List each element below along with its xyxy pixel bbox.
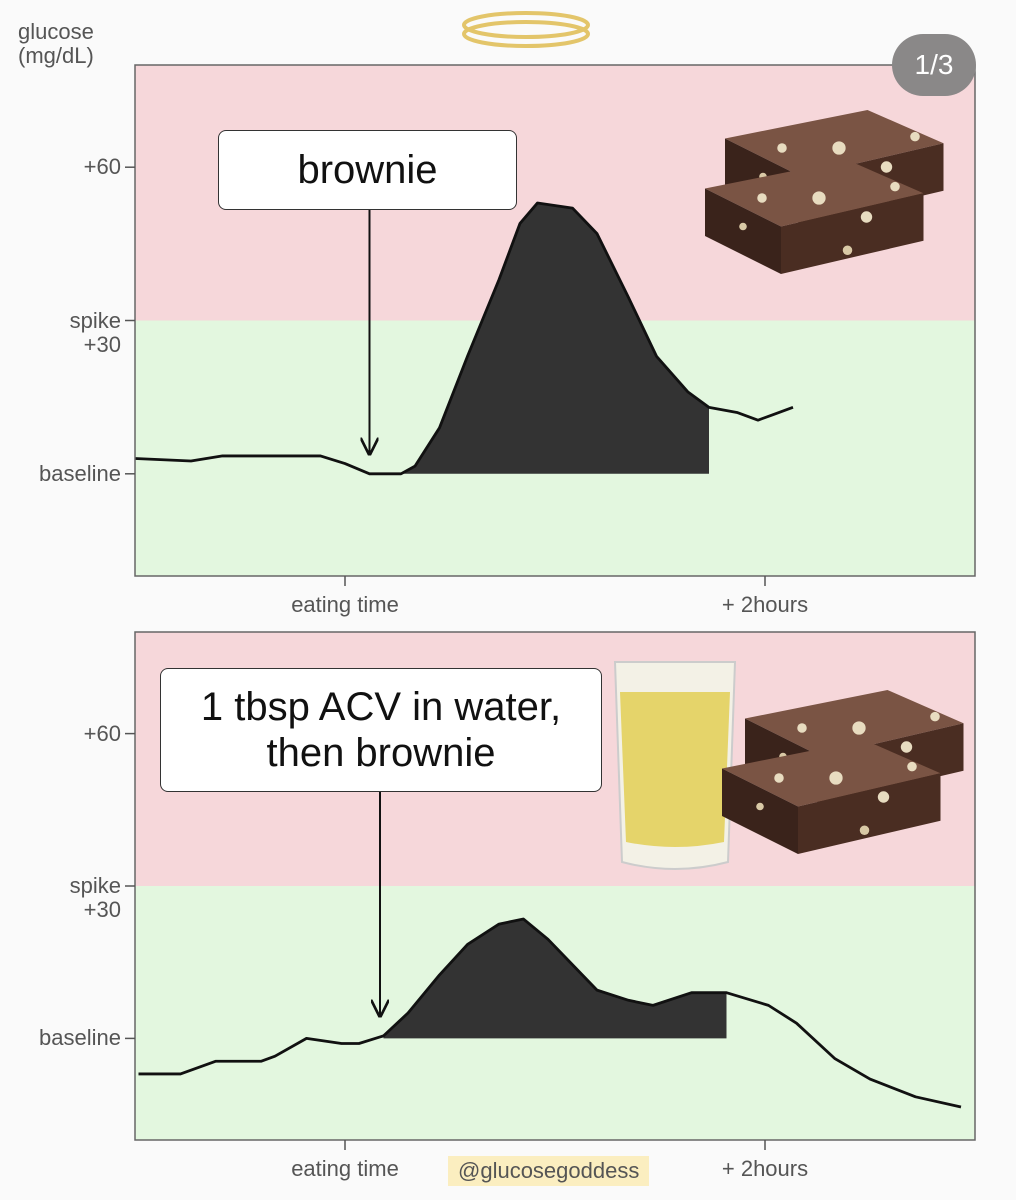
spike-area bbox=[401, 202, 709, 474]
logo bbox=[462, 11, 590, 48]
x-tick-label: + 2hours bbox=[721, 1156, 809, 1181]
y-tick-label: spike +30 bbox=[69, 873, 121, 922]
credit: @glucosegoddess bbox=[448, 1156, 650, 1186]
glass-image bbox=[613, 661, 737, 870]
glucose-curve bbox=[138, 917, 962, 1109]
y-tick-label: baseline bbox=[39, 460, 121, 486]
x-tick-label: eating time bbox=[291, 1156, 399, 1181]
page-counter[interactable]: 1/3 bbox=[892, 34, 976, 96]
y-tick-label: spike +30 bbox=[69, 307, 121, 357]
y-axis-label: glucose (mg/dL) bbox=[18, 19, 94, 68]
x-tick-label: eating time bbox=[291, 592, 399, 617]
glucose-curve bbox=[134, 201, 794, 476]
annotation-box: 1 tbsp ACV in water, then brownie bbox=[160, 668, 602, 792]
y-tick-label: baseline bbox=[39, 1025, 121, 1051]
glass-liquid bbox=[620, 692, 730, 847]
y-tick-label: +60 bbox=[83, 720, 121, 746]
y-tick-label: +60 bbox=[83, 154, 121, 180]
spike-area bbox=[383, 919, 727, 1039]
x-tick-label: + 2hours bbox=[721, 592, 809, 617]
annotation-box: brownie bbox=[218, 130, 517, 210]
